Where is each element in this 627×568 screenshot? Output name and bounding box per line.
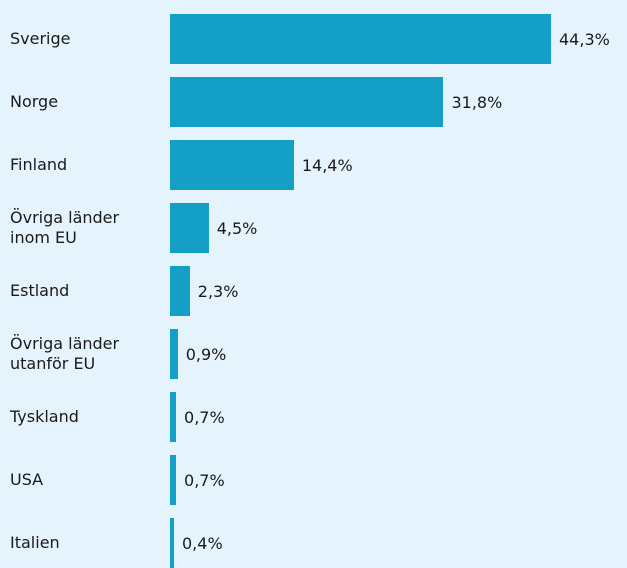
bar [170, 14, 551, 64]
category-label: Estland [10, 281, 70, 300]
value-label: 2,3% [197, 281, 239, 301]
value-label: 44,3% [559, 29, 610, 49]
bar [170, 266, 190, 316]
value-label: 0,7% [184, 470, 225, 490]
category-label: USA [10, 470, 44, 489]
category-label: Finland [10, 155, 68, 174]
category-label: Sverige [10, 29, 71, 48]
value-label: 31,8% [451, 92, 503, 112]
value-label: 0,4% [182, 533, 223, 553]
bar [170, 77, 444, 127]
value-label: 0,9% [185, 344, 227, 364]
bar [170, 329, 178, 379]
category-label: Tyskland [10, 407, 79, 426]
bar [170, 392, 177, 442]
category-label: Övriga länder utanför EU [10, 334, 120, 373]
bar [170, 455, 177, 505]
value-label: 4,5% [216, 218, 258, 238]
value-label: 0,7% [184, 407, 225, 427]
bar [170, 140, 294, 190]
category-label: Övriga länder inom EU [10, 208, 120, 247]
category-label: Norge [10, 92, 59, 111]
category-label: Italien [10, 533, 60, 552]
bar [170, 518, 174, 568]
value-label: 14,4% [301, 155, 353, 175]
bar [170, 203, 209, 253]
